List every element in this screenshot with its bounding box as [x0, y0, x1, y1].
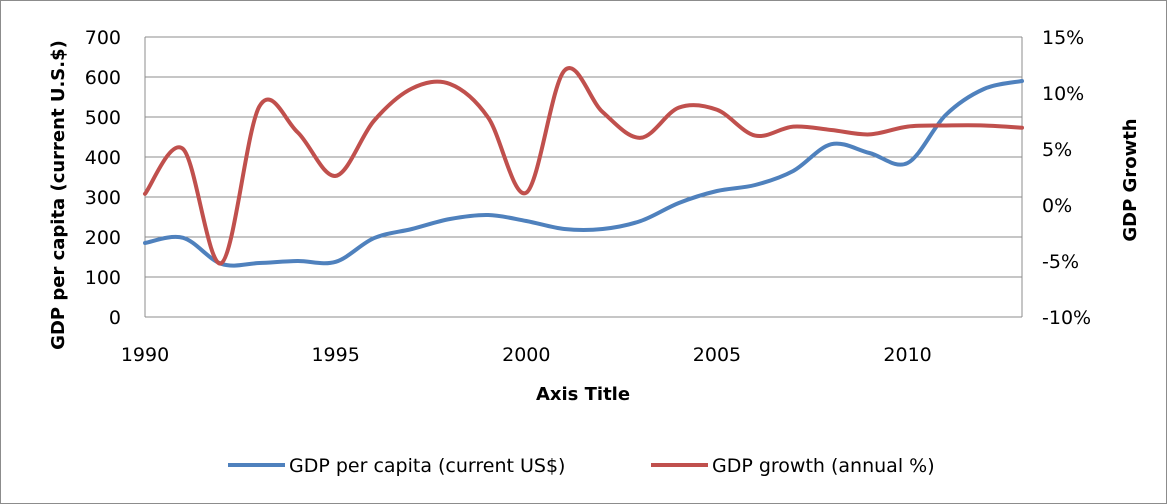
series-line-gdp-growth	[143, 66, 1024, 266]
y2-tick-label: 15%	[1042, 27, 1084, 49]
y-tick-label: 300	[85, 187, 121, 209]
legend-label-gdp-growth: GDP growth (annual %)	[712, 455, 935, 477]
y2-tick-label: 5%	[1042, 139, 1072, 161]
y-tick-label: 400	[85, 147, 121, 169]
legend: GDP per capita (current US$) GDP growth …	[228, 455, 935, 477]
series-line-gdp-per-capita	[143, 79, 1024, 268]
y-tick-label: 600	[85, 67, 121, 89]
y2-tick-label: 0%	[1042, 195, 1072, 217]
series-lines	[143, 66, 1024, 268]
y-tick-label: 0	[109, 307, 121, 329]
y2-tick-label: -5%	[1042, 251, 1079, 273]
y2-tick-label: 10%	[1042, 83, 1084, 105]
y-axis-title: GDP per capita (current U.S.$)	[48, 40, 69, 350]
x-tick-label: 2000	[502, 344, 550, 366]
tick-labels: 0 100 200 300 400 500 600 700 -10% -5% 0% 5% 10% 15% 1…	[85, 27, 1091, 366]
x-tick-label: 1995	[311, 344, 359, 366]
legend-label-gdp-per-capita: GDP per capita (current US$)	[289, 455, 565, 477]
y-tick-label: 100	[85, 267, 121, 289]
x-tick-label: 1990	[121, 344, 169, 366]
x-tick-label: 2005	[693, 344, 741, 366]
y-tick-label: 200	[85, 227, 121, 249]
y-tick-label: 500	[85, 107, 121, 129]
x-axis-title: Axis Title	[536, 384, 630, 405]
x-tick-label: 2010	[883, 344, 931, 366]
y2-tick-label: -10%	[1042, 307, 1091, 329]
gridlines	[144, 36, 1023, 318]
y-tick-label: 700	[85, 27, 121, 49]
y2-axis-title: GDP Growth	[1120, 118, 1141, 241]
